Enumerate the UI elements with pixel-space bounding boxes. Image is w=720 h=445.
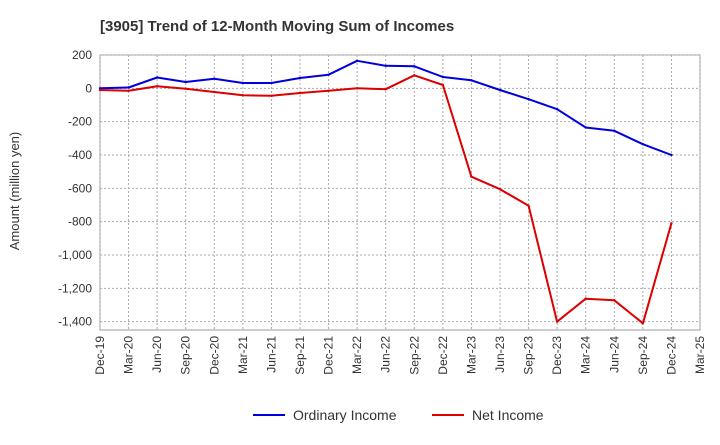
y-tick-label: -800 bbox=[68, 215, 92, 229]
data-point bbox=[184, 87, 187, 90]
y-tick-label: -400 bbox=[68, 148, 92, 162]
y-tick-label: -200 bbox=[68, 115, 92, 129]
x-tick-label: Sep-21 bbox=[293, 336, 307, 375]
data-point bbox=[527, 97, 530, 101]
x-tick-label: Jun-23 bbox=[493, 336, 507, 373]
x-tick-label: Jun-20 bbox=[150, 336, 164, 373]
data-point bbox=[127, 89, 130, 93]
data-point bbox=[413, 74, 416, 77]
data-point bbox=[384, 64, 387, 68]
data-point bbox=[270, 81, 273, 85]
axis-layer: 2000-200-400-600-800-1,000-1,200-1,400De… bbox=[58, 48, 707, 375]
data-point bbox=[441, 75, 445, 79]
data-point bbox=[670, 222, 673, 225]
data-point bbox=[270, 94, 273, 98]
x-tick-label: Mar-21 bbox=[236, 336, 250, 374]
x-tick-label: Mar-22 bbox=[350, 336, 364, 374]
data-point bbox=[413, 65, 416, 68]
data-point bbox=[298, 76, 302, 80]
x-tick-label: Mar-23 bbox=[464, 336, 478, 374]
data-point bbox=[584, 297, 587, 300]
data-point bbox=[584, 126, 587, 129]
data-point bbox=[441, 83, 445, 87]
y-tick-label: 200 bbox=[72, 48, 92, 62]
x-tick-label: Dec-19 bbox=[93, 336, 107, 375]
data-point bbox=[498, 187, 502, 191]
y-axis-label: Amount (million yen) bbox=[7, 132, 22, 251]
data-point bbox=[555, 320, 559, 323]
data-point bbox=[641, 142, 645, 146]
data-point bbox=[355, 87, 359, 90]
y-tick-label: -600 bbox=[68, 181, 92, 195]
plot-frame bbox=[99, 54, 701, 331]
grid-layer bbox=[99, 54, 701, 331]
legend: Ordinary Income Net Income bbox=[253, 407, 544, 423]
data-point bbox=[670, 153, 673, 157]
legend-label-ordinary-income: Ordinary Income bbox=[293, 407, 397, 423]
data-point bbox=[241, 81, 245, 85]
data-point bbox=[127, 86, 130, 89]
data-point bbox=[555, 107, 559, 111]
x-tick-label: Sep-20 bbox=[179, 336, 193, 375]
x-tick-label: Mar-20 bbox=[122, 336, 136, 374]
x-tick-label: Mar-25 bbox=[693, 336, 707, 374]
data-point bbox=[98, 87, 102, 90]
y-tick-label: -1,400 bbox=[58, 315, 92, 329]
data-point bbox=[155, 85, 159, 88]
data-point bbox=[184, 80, 187, 84]
data-point bbox=[641, 322, 645, 325]
data-point bbox=[298, 91, 302, 95]
x-tick-label: Dec-21 bbox=[322, 336, 336, 375]
x-tick-label: Dec-23 bbox=[550, 336, 564, 375]
data-point bbox=[470, 175, 473, 178]
x-tick-label: Sep-22 bbox=[407, 336, 421, 375]
data-point bbox=[327, 89, 330, 93]
y-tick-label: 0 bbox=[85, 81, 92, 95]
x-tick-label: Jun-22 bbox=[379, 336, 393, 373]
x-tick-label: Mar-24 bbox=[579, 336, 593, 374]
chart-title: [3905] Trend of 12-Month Moving Sum of I… bbox=[100, 18, 454, 35]
data-point bbox=[213, 90, 216, 94]
x-tick-label: Dec-20 bbox=[207, 336, 221, 375]
data-point bbox=[355, 59, 359, 63]
data-point bbox=[613, 299, 616, 302]
y-tick-label: -1,200 bbox=[58, 281, 92, 295]
x-tick-label: Sep-23 bbox=[522, 336, 536, 375]
data-point bbox=[327, 73, 330, 76]
data-point bbox=[241, 94, 245, 97]
x-tick-label: Dec-24 bbox=[664, 336, 678, 375]
data-point bbox=[155, 76, 159, 79]
x-tick-label: Sep-24 bbox=[636, 336, 650, 375]
x-tick-label: Jun-21 bbox=[264, 336, 278, 373]
data-point bbox=[470, 79, 473, 82]
data-point bbox=[527, 204, 530, 208]
y-tick-label: -1,000 bbox=[58, 248, 92, 262]
data-point bbox=[498, 88, 502, 92]
data-point bbox=[98, 88, 102, 92]
data-point bbox=[613, 129, 616, 133]
data-point bbox=[384, 87, 387, 91]
x-tick-label: Dec-22 bbox=[436, 336, 450, 375]
data-point bbox=[213, 77, 216, 80]
legend-label-net-income: Net Income bbox=[472, 407, 544, 423]
x-tick-label: Jun-24 bbox=[607, 336, 621, 373]
series-layer bbox=[98, 59, 673, 325]
